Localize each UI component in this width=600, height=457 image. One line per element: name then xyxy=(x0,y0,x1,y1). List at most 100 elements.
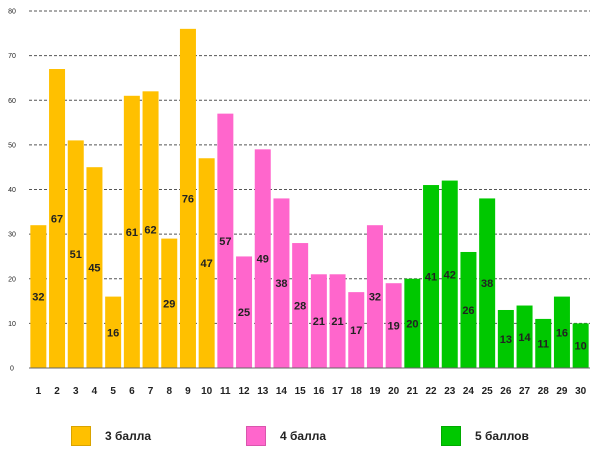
legend-swatch-3-balla xyxy=(71,426,91,446)
bar-29 xyxy=(553,296,570,368)
legend-label-4-balla: 4 балла xyxy=(280,429,327,443)
x-tick-label-23: 23 xyxy=(444,386,456,397)
bar-13 xyxy=(254,149,271,368)
bar-15 xyxy=(292,243,309,368)
x-tick-label-21: 21 xyxy=(407,386,419,397)
data-label-20: 19 xyxy=(388,321,400,333)
x-tick-label-30: 30 xyxy=(575,386,587,397)
data-label-28: 11 xyxy=(537,338,549,350)
x-tick-label-16: 16 xyxy=(313,386,325,397)
bar-24 xyxy=(460,251,477,368)
x-tick-label-8: 8 xyxy=(166,386,172,397)
bar-27 xyxy=(516,305,533,368)
data-label-25: 38 xyxy=(481,278,493,290)
y-axis-ticks: 0 10 20 30 40 50 60 70 80 xyxy=(8,9,16,373)
x-tick-label-4: 4 xyxy=(92,386,98,397)
bar-28 xyxy=(535,318,552,368)
x-tick-label-9: 9 xyxy=(185,386,191,397)
y-tick-label-50: 50 xyxy=(8,142,16,149)
data-label-5: 16 xyxy=(107,327,119,339)
bar-26 xyxy=(497,309,514,368)
legend-label-3-balla: 3 балла xyxy=(105,429,152,443)
x-tick-label-17: 17 xyxy=(332,386,344,397)
data-label-2: 67 xyxy=(51,214,63,226)
data-label-11: 57 xyxy=(219,236,231,248)
y-tick-label-10: 10 xyxy=(8,321,16,328)
bar-25 xyxy=(479,198,496,368)
bar-9 xyxy=(179,28,196,368)
data-label-27: 14 xyxy=(518,332,531,344)
bar-11 xyxy=(217,113,234,368)
bar-20 xyxy=(385,283,402,368)
bar-4 xyxy=(86,167,103,368)
bar-12 xyxy=(236,256,253,368)
bar-21 xyxy=(404,278,421,368)
bar-16 xyxy=(310,274,327,368)
x-tick-label-27: 27 xyxy=(519,386,531,397)
bar-3 xyxy=(67,140,84,368)
data-label-7: 62 xyxy=(144,225,156,237)
bars xyxy=(30,28,589,368)
bar-6 xyxy=(123,95,140,368)
legend-item-5-ballov: 5 баллов xyxy=(441,425,529,447)
x-axis-ticks: 1 2 3 4 5 6 7 8 9 10 11 12 13 14 15 16 17 18 19 20 21 22 23 24 2… xyxy=(36,386,587,397)
legend-item-4-balla: 4 балла xyxy=(246,425,326,447)
bar-22 xyxy=(423,185,440,368)
data-label-18: 17 xyxy=(350,325,362,337)
data-label-8: 29 xyxy=(163,298,175,310)
y-tick-label-70: 70 xyxy=(8,53,16,60)
bar-14 xyxy=(273,198,290,368)
data-label-16: 21 xyxy=(313,316,325,328)
data-label-23: 42 xyxy=(444,269,456,281)
x-tick-label-3: 3 xyxy=(73,386,79,397)
data-label-19: 32 xyxy=(369,292,381,304)
bar-1 xyxy=(30,225,47,368)
legend-item-3-balla: 3 балла xyxy=(71,425,151,447)
data-labels: 32 67 51 45 16 61 62 29 76 47 57 25 49 38 28 21 21 17 32 19… xyxy=(32,193,587,352)
bar-7 xyxy=(142,91,159,368)
x-tick-label-29: 29 xyxy=(556,386,568,397)
x-tick-label-14: 14 xyxy=(276,386,288,397)
legend-swatch-5-ballov xyxy=(441,426,461,446)
data-label-17: 21 xyxy=(331,316,343,328)
x-tick-label-25: 25 xyxy=(482,386,494,397)
y-tick-label-30: 30 xyxy=(8,232,16,239)
data-label-21: 20 xyxy=(406,318,418,330)
x-tick-label-13: 13 xyxy=(257,386,269,397)
data-label-6: 61 xyxy=(126,227,138,239)
data-label-10: 47 xyxy=(201,258,213,270)
bar-18 xyxy=(348,292,365,368)
x-tick-label-11: 11 xyxy=(220,386,231,397)
x-tick-label-1: 1 xyxy=(36,386,42,397)
x-tick-label-18: 18 xyxy=(351,386,363,397)
x-tick-label-5: 5 xyxy=(110,386,116,397)
x-tick-label-6: 6 xyxy=(129,386,135,397)
y-tick-label-80: 80 xyxy=(8,9,16,16)
y-tick-label-20: 20 xyxy=(8,276,16,283)
data-label-14: 38 xyxy=(275,278,287,290)
bar-30 xyxy=(572,323,589,368)
x-tick-label-22: 22 xyxy=(425,386,437,397)
data-label-1: 32 xyxy=(32,292,44,304)
data-label-12: 25 xyxy=(238,307,250,319)
bar-17 xyxy=(329,274,346,368)
bar-2 xyxy=(49,69,66,368)
x-tick-label-26: 26 xyxy=(500,386,512,397)
data-label-3: 51 xyxy=(70,249,82,261)
x-tick-label-28: 28 xyxy=(538,386,550,397)
x-tick-label-7: 7 xyxy=(148,386,154,397)
x-tick-label-10: 10 xyxy=(201,386,213,397)
data-label-15: 28 xyxy=(294,301,306,313)
x-tick-label-19: 19 xyxy=(369,386,381,397)
x-tick-label-2: 2 xyxy=(54,386,60,397)
data-label-22: 41 xyxy=(425,272,437,284)
y-tick-label-60: 60 xyxy=(8,98,16,105)
grid-lines xyxy=(29,10,590,324)
bar-8 xyxy=(161,238,178,368)
x-tick-label-20: 20 xyxy=(388,386,400,397)
x-tick-label-15: 15 xyxy=(295,386,307,397)
data-label-26: 13 xyxy=(500,334,512,346)
bar-19 xyxy=(366,225,383,368)
data-label-13: 49 xyxy=(257,254,269,266)
